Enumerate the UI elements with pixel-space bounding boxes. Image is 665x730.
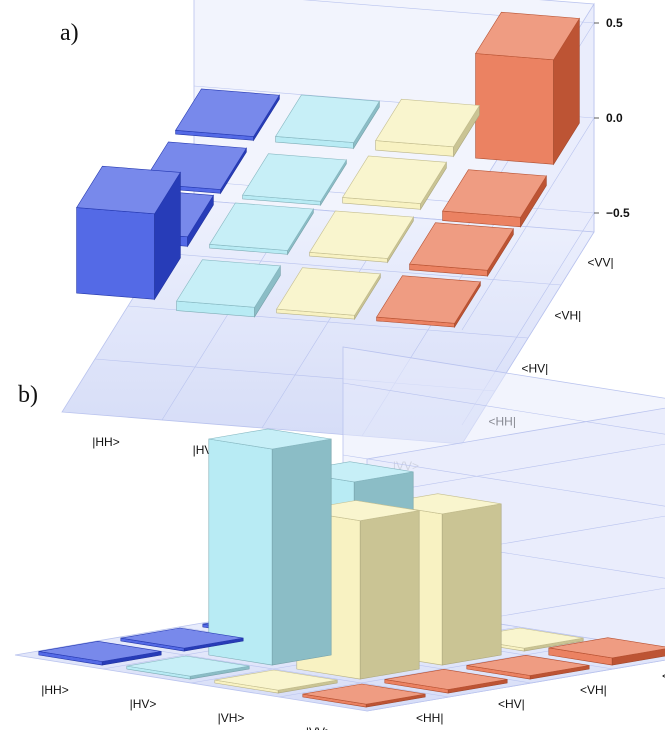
bar-top-face	[214, 669, 338, 691]
bar-side-face	[359, 510, 420, 680]
col-label: <HV|	[522, 362, 549, 376]
bar-front-face	[475, 53, 554, 165]
bar-top-face	[120, 627, 244, 649]
bar-|HH><VV|	[175, 88, 280, 142]
panel-a-label: a)	[60, 20, 79, 46]
bar-|VV><HV|	[384, 668, 508, 694]
wall-grid-line	[342, 382, 665, 435]
bar-top-face	[175, 88, 280, 137]
bar-|VV><HH|	[302, 683, 426, 708]
bar-top-face	[409, 222, 514, 271]
bar-|VV><VV|	[475, 11, 580, 166]
z-tick-label: −0.5	[606, 206, 630, 220]
bar-top-face	[302, 683, 426, 705]
wall-grid-line	[342, 454, 665, 507]
row-label: |HV>	[130, 697, 157, 711]
bar-|HV><HV|	[208, 428, 332, 666]
bar-top-face	[548, 637, 665, 659]
row-label: |VV>	[306, 725, 332, 730]
bar-front-face	[208, 438, 273, 666]
chart-panel-b: 0.60.40.20.0|HH>|HV>|VH>|VV><HH|<HV|<VH|…	[14, 346, 665, 730]
bar-|VH><HH|	[276, 267, 381, 321]
bar-top-face	[275, 94, 380, 143]
bar-top-face	[276, 267, 381, 316]
bar-|HV><HH|	[126, 655, 250, 680]
bar-top-face	[384, 668, 508, 690]
bar-|VV><VH|	[442, 169, 547, 228]
bar-|VV><VV|	[548, 637, 665, 666]
col-label: <VV|	[588, 256, 614, 270]
bar-|VV><HH|	[376, 275, 481, 329]
bar-side-face	[441, 503, 502, 666]
bar-top-face	[38, 640, 162, 662]
bar-side-face	[271, 438, 332, 666]
bar-|VV><HV|	[409, 222, 514, 278]
bar-top-face	[242, 153, 347, 202]
bar-top-face	[466, 654, 590, 676]
bar-|HV><HV|	[209, 202, 314, 256]
col-label: <VH|	[580, 683, 607, 697]
bar-top-face	[376, 275, 481, 324]
wall-grid-line	[366, 443, 665, 496]
panel-b-label: b)	[18, 382, 38, 408]
bar-top-face	[475, 11, 580, 61]
bar-side-face	[611, 648, 665, 666]
bar-top-face	[209, 202, 314, 251]
bar-top-face	[442, 169, 547, 218]
bar-|VH><VH|	[342, 155, 447, 211]
bar-|HH><HH|	[76, 165, 181, 301]
col-label: <HH|	[416, 711, 443, 725]
bar-|VH><VV|	[375, 98, 480, 158]
row-label: |HH>	[41, 683, 68, 697]
bar-front-face	[76, 207, 155, 300]
bar-|HV><HH|	[176, 259, 281, 318]
floor-grid-line	[160, 252, 562, 286]
bar-|VH><HH|	[214, 669, 338, 694]
bar-top-face	[126, 655, 250, 677]
z-tick-label: 0.5	[606, 16, 623, 30]
bar-top-face	[176, 259, 281, 308]
bar-|HH><HV|	[120, 627, 244, 652]
col-label: <VH|	[555, 309, 582, 323]
wall-grid-line	[461, 117, 595, 331]
bar-top-face	[375, 98, 480, 148]
bar-|VV><VH|	[466, 654, 590, 680]
bar-top-face	[342, 155, 447, 204]
bar-top-face	[208, 428, 332, 450]
bar-|HH><HH|	[38, 640, 162, 666]
bar-|HV><VH|	[242, 153, 347, 207]
bar-|HV><VV|	[275, 94, 380, 150]
row-label: |HH>	[92, 435, 119, 449]
bar-|VH><HV|	[309, 210, 414, 264]
bar-top-face	[309, 210, 414, 259]
col-label: <VV|	[662, 669, 665, 683]
row-label: |VH>	[218, 711, 245, 725]
bar-top-face	[76, 165, 181, 215]
col-label: <HV|	[498, 697, 525, 711]
z-tick-label: 0.0	[606, 111, 623, 125]
